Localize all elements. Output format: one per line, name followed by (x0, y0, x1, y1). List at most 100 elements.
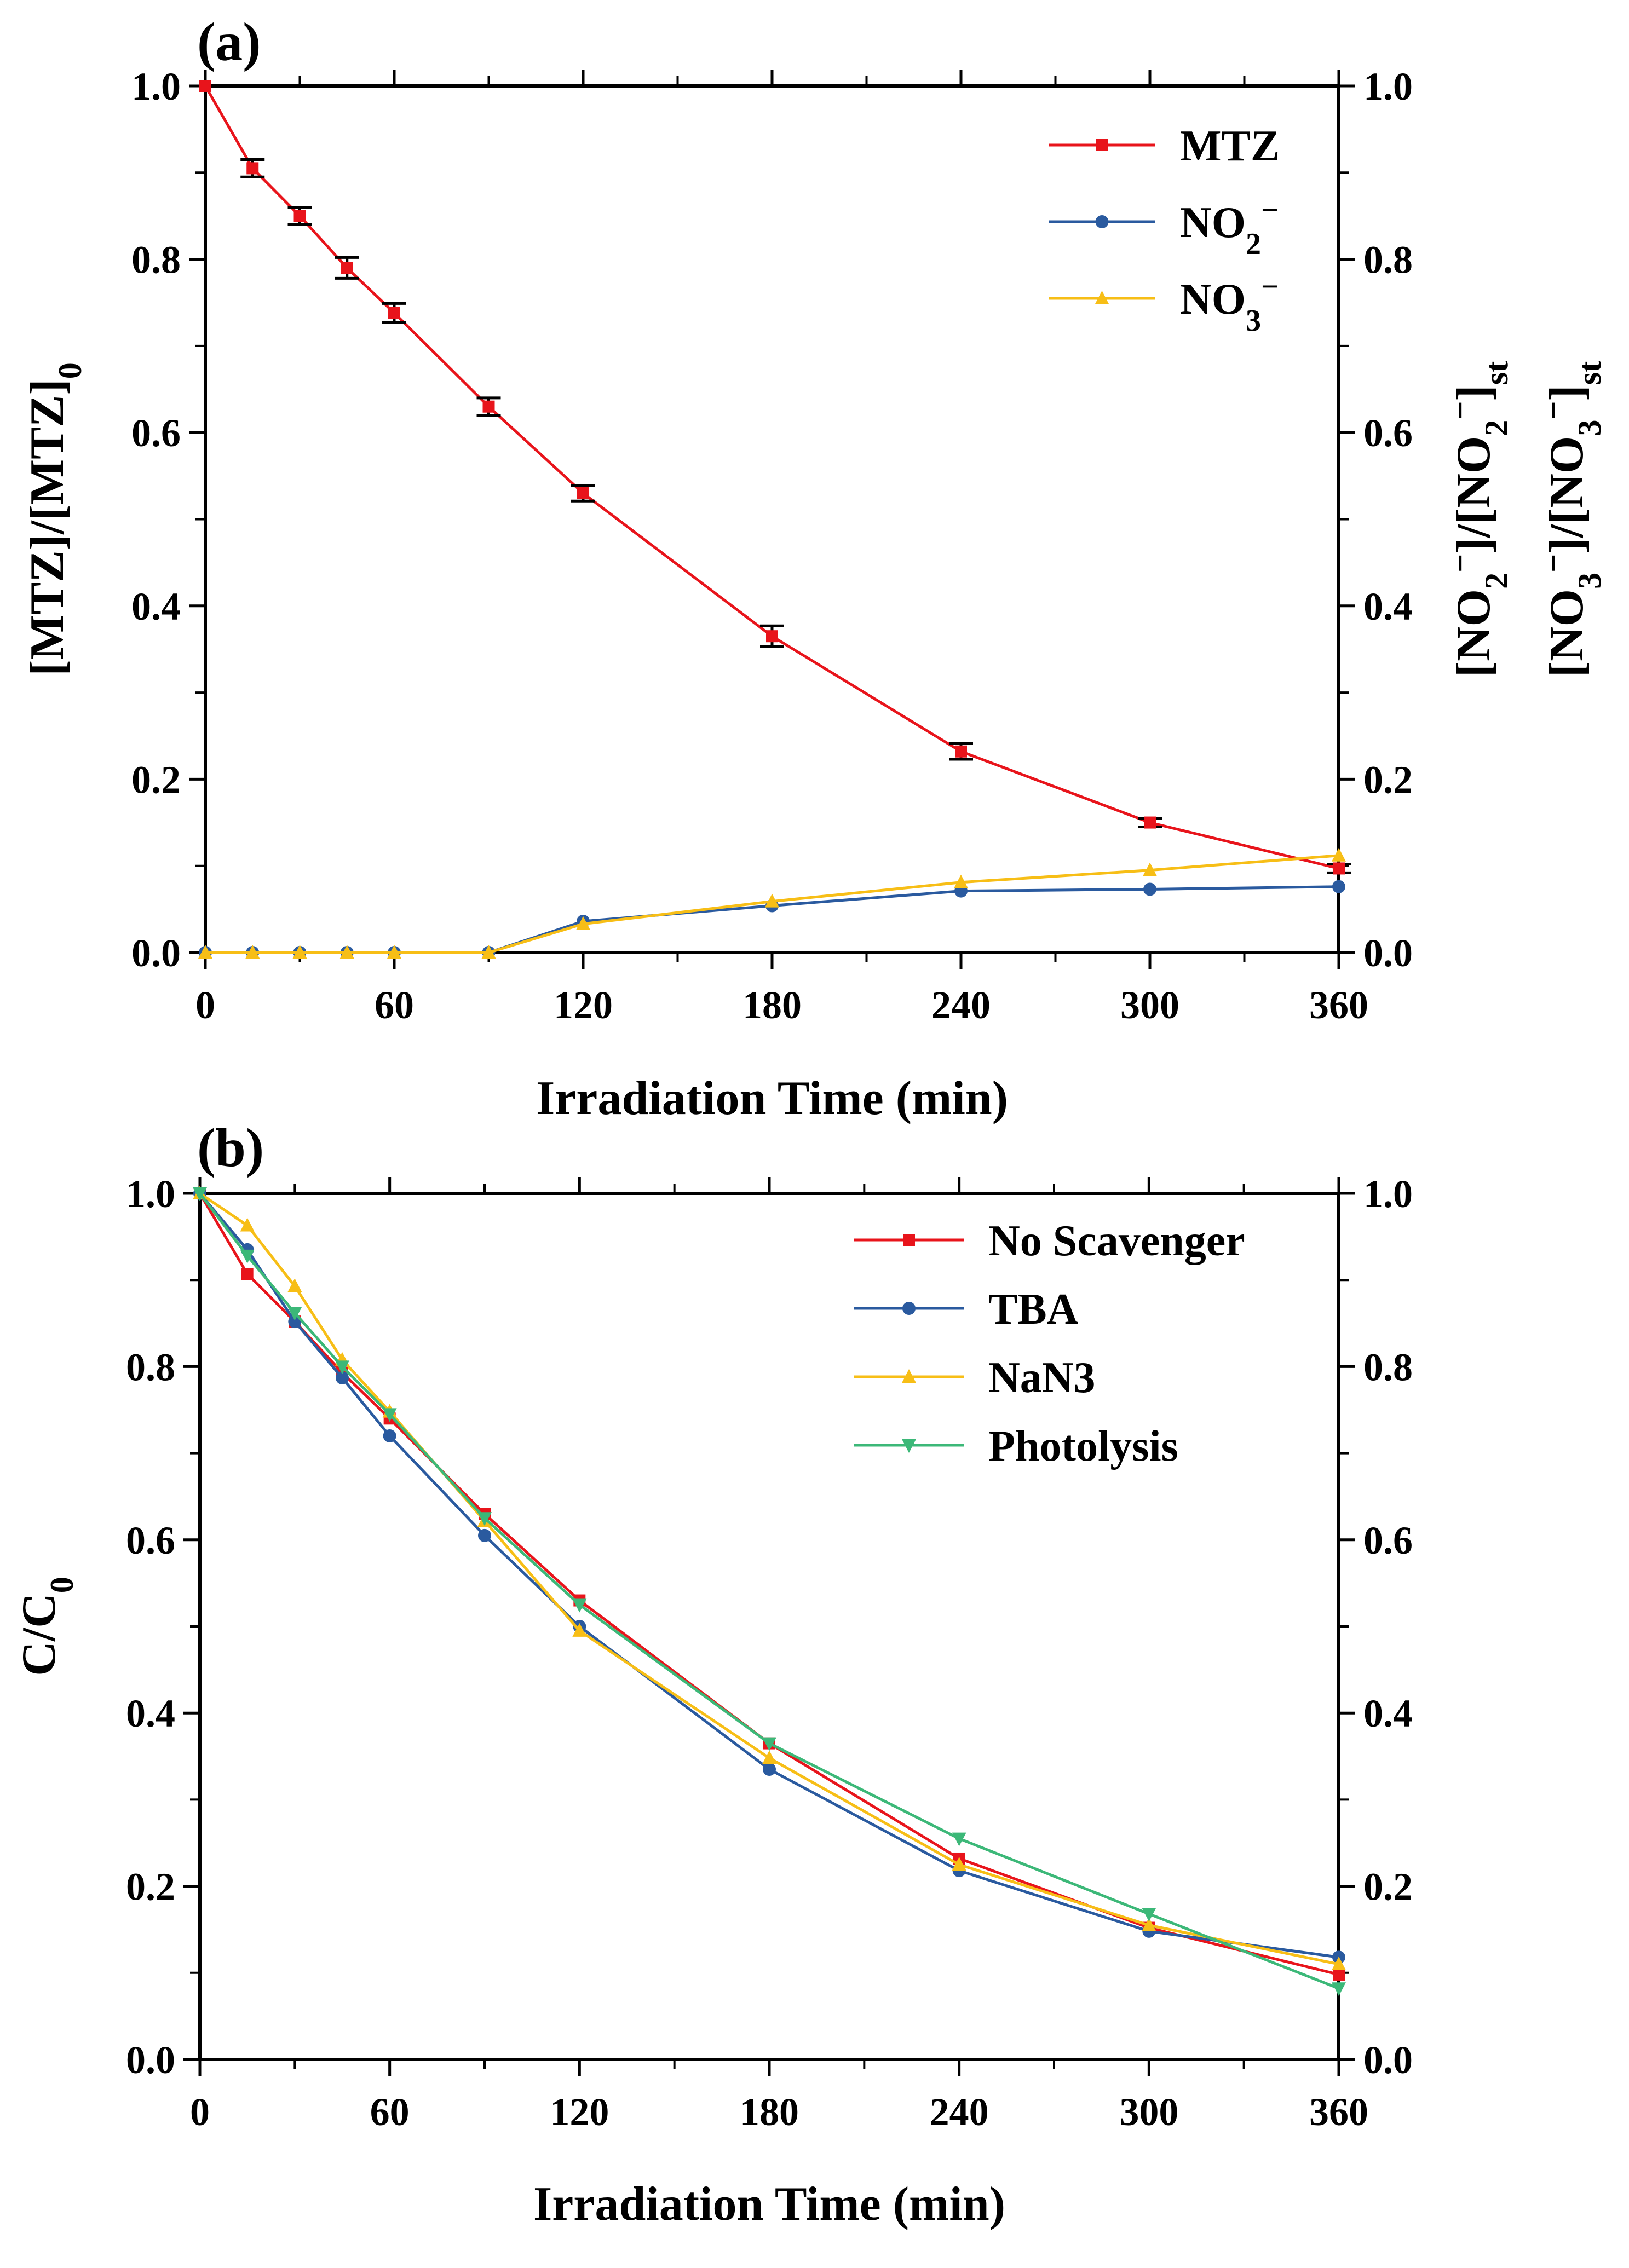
data-point (240, 1217, 255, 1232)
data-point (339, 945, 354, 959)
legend-marker (1095, 215, 1109, 228)
data-point (1332, 1956, 1346, 1970)
legend-entry: No Scavenger (854, 1217, 1245, 1265)
data-point (383, 1429, 396, 1442)
panel-a: 0 60 120 180 240 300 360 0.0 0.0 0.2 0.2 0.4 0.4 0.6 0… (21, 11, 1608, 1125)
data-point (1143, 862, 1157, 876)
x-tick-label: 0 (190, 2090, 210, 2134)
data-point (382, 1408, 397, 1422)
data-point (482, 400, 495, 413)
y-right-tick-label: 0.8 (1363, 238, 1413, 282)
x-tick-label: 300 (1119, 2090, 1178, 2134)
data-point (335, 1360, 349, 1375)
data-point (387, 945, 401, 959)
data-point (766, 630, 778, 643)
x-tick-label: 240 (930, 2090, 989, 2134)
data-point (1333, 1968, 1345, 1981)
data-point (952, 1832, 966, 1846)
data-point (481, 945, 496, 959)
data-point (336, 1371, 349, 1384)
data-point (241, 1268, 254, 1280)
y-tick-label: 0.8 (131, 238, 181, 282)
y-tick-label: 0.0 (126, 2038, 175, 2082)
data-point (1142, 1908, 1156, 1922)
legend-label: No Scavenger (988, 1217, 1245, 1265)
data-point (245, 945, 260, 959)
x-tick-label: 360 (1309, 983, 1368, 1027)
y-right-tick-label: 1.0 (1363, 65, 1413, 108)
y-right-tick-label: 0.4 (1363, 1692, 1413, 1735)
legend-label: NaN3 (988, 1354, 1096, 1402)
legend-label: Photolysis (988, 1422, 1178, 1470)
legend-marker (902, 1439, 916, 1453)
data-point (1142, 1917, 1156, 1931)
x-tick-label: 180 (740, 2090, 799, 2134)
y-tick-label: 0.2 (131, 758, 181, 801)
data-point (193, 1187, 207, 1201)
x-tick-label: 60 (375, 983, 414, 1027)
y-right-tick-label: 0.6 (1363, 1519, 1413, 1562)
data-point (388, 307, 400, 319)
y-tick-label: 0.6 (126, 1519, 175, 1562)
legend-entry: MTZ (1049, 122, 1280, 170)
data-point (246, 162, 259, 175)
y-tick-label: 0.0 (131, 931, 181, 975)
x-tick-label: 0 (195, 983, 215, 1027)
data-point (576, 916, 590, 930)
x-tick-label: 60 (370, 2090, 410, 2134)
x-tick-label: 120 (550, 2090, 609, 2134)
data-point (477, 1512, 492, 1526)
legend-entry: Photolysis (854, 1422, 1178, 1470)
data-point (955, 745, 967, 758)
legend-marker (902, 1302, 916, 1315)
legend-entry: TBA (854, 1285, 1079, 1334)
y-right-tick-label: 0.2 (1363, 758, 1413, 801)
y-axis-title: [MTZ]/[MTZ]0 (21, 362, 88, 676)
y-tick-label: 1.0 (131, 65, 181, 108)
data-point (1332, 1982, 1346, 1996)
legend-entry: NO2− (1049, 193, 1279, 261)
y-right-tick-label: 0.0 (1363, 931, 1413, 975)
y-tick-label: 1.0 (126, 1172, 175, 1216)
data-point (287, 1307, 302, 1321)
legend-marker (1095, 291, 1109, 304)
y-tick-label: 0.2 (126, 1865, 175, 1909)
legend-entry: NaN3 (854, 1354, 1096, 1402)
data-point (762, 1737, 776, 1751)
y-tick-label: 0.6 (131, 411, 181, 455)
x-tick-label: 180 (742, 983, 802, 1027)
data-point (1144, 816, 1156, 829)
y-tick-label: 0.4 (126, 1692, 175, 1735)
data-point (577, 487, 589, 500)
legend-label: NO3− (1180, 270, 1279, 338)
data-point (341, 262, 353, 274)
data-point (762, 1750, 776, 1764)
panel-label: (a) (197, 11, 261, 72)
y-right-axis-title: [NO2−]/[NO2−]st (1442, 361, 1515, 677)
data-point (293, 210, 306, 222)
data-point (1333, 862, 1345, 875)
data-point (763, 1763, 776, 1776)
x-tick-label: 360 (1309, 2090, 1368, 2134)
y-axis-title: C/C0 (13, 1577, 80, 1676)
data-point (952, 1857, 966, 1871)
data-point (1332, 847, 1346, 862)
panel-label: (b) (197, 1117, 264, 1178)
y-right-tick-label: 0.2 (1363, 1865, 1413, 1909)
data-point (572, 1623, 587, 1637)
y-right-tick-label: 0.6 (1363, 411, 1413, 455)
data-point (954, 874, 968, 888)
x-axis-title: Irradiation Time (min) (533, 2178, 1005, 2231)
data-point (198, 945, 212, 959)
x-tick-label: 240 (931, 983, 991, 1027)
x-tick-label: 300 (1120, 983, 1179, 1027)
y-right-tick-label: 0.8 (1363, 1345, 1413, 1389)
legend-marker (1096, 139, 1108, 151)
data-point (199, 80, 211, 92)
data-point (478, 1528, 491, 1542)
x-axis-title: Irradiation Time (min) (536, 1072, 1008, 1125)
series-no3- (198, 847, 1346, 959)
legend-marker (902, 1369, 916, 1383)
legend-marker (903, 1234, 915, 1246)
